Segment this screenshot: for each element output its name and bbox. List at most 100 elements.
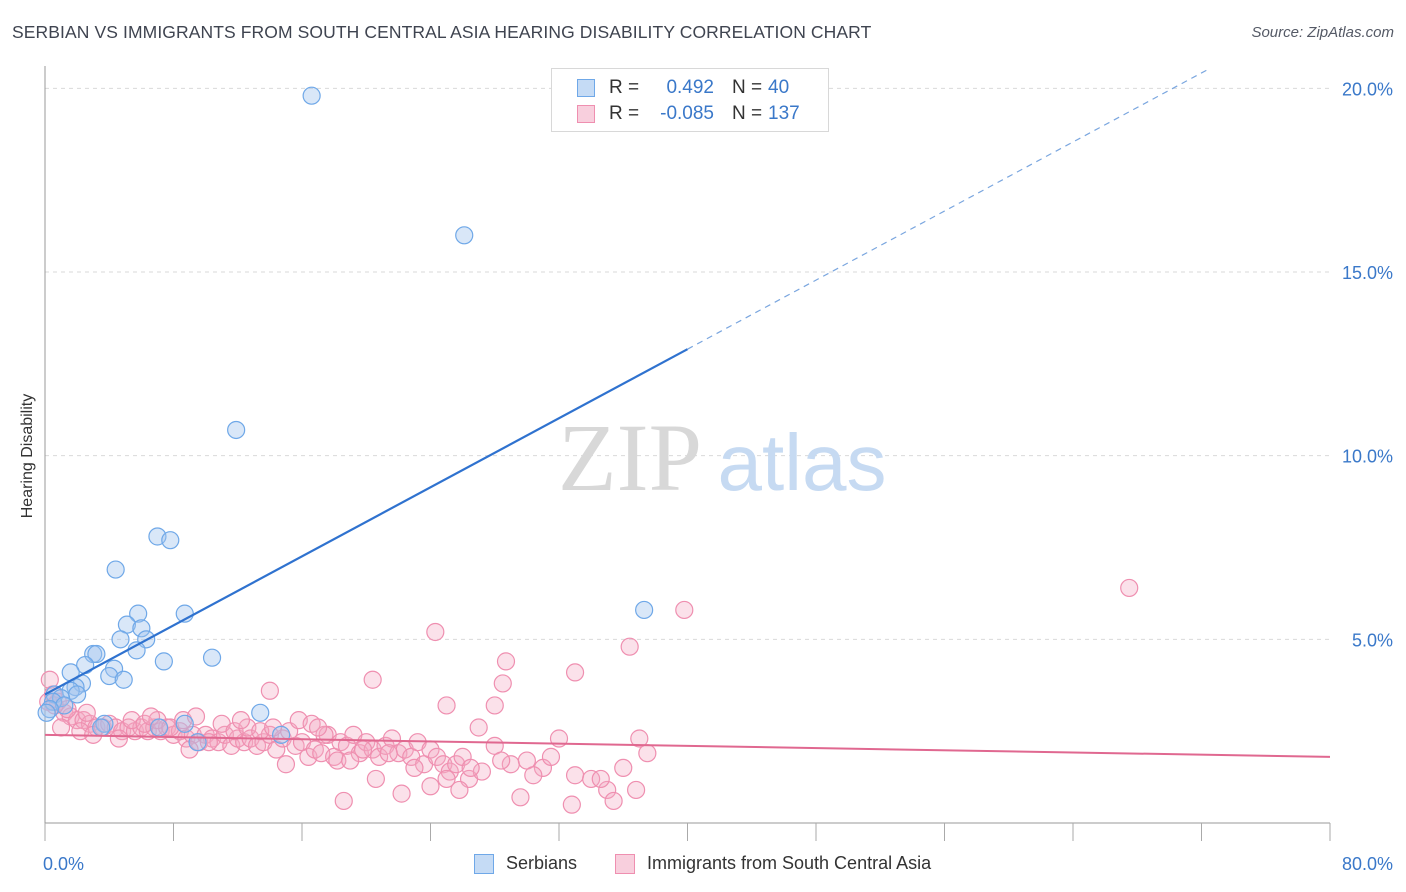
data-point-immigrants (366, 769, 385, 789)
data-point-immigrants (565, 663, 585, 682)
data-point-serbians (227, 420, 246, 440)
x-tick-label: 80.0% (1342, 854, 1393, 874)
x-tick-label: 0.0% (43, 854, 84, 874)
data-point-immigrants (51, 718, 71, 737)
legend-r-value: -0.085 (660, 103, 714, 124)
data-point-immigrants (511, 788, 530, 807)
data-point-serbians (37, 703, 56, 722)
data-point-serbians (114, 670, 133, 689)
legend-n-value: 137 (768, 103, 800, 124)
data-point-immigrants (186, 707, 206, 726)
legend-swatch-pink (577, 105, 595, 123)
data-point-immigrants (472, 762, 491, 781)
source-label: Source: ZipAtlas.com (1251, 24, 1394, 41)
data-point-immigrants (421, 777, 440, 796)
data-point-immigrants (379, 744, 398, 763)
data-point-immigrants (77, 703, 96, 722)
data-point-serbians (251, 703, 270, 722)
data-point-serbians (272, 725, 291, 744)
data-point-immigrants (328, 751, 347, 770)
legend-swatch-pink (615, 854, 635, 874)
data-point-immigrants (231, 711, 251, 730)
data-point-serbians (161, 531, 180, 550)
y-tick-label: 10.0% (1342, 447, 1393, 467)
data-point-immigrants (341, 751, 360, 770)
data-point-immigrants (437, 696, 456, 715)
data-point-immigrants (582, 769, 601, 789)
data-point-immigrants (469, 718, 488, 737)
data-point-immigrants (363, 670, 382, 689)
data-point-serbians (132, 619, 151, 638)
legend-label: Serbians (506, 853, 578, 873)
data-point-serbians (129, 604, 148, 623)
data-point-serbians (149, 718, 169, 737)
data-point-serbians (87, 644, 106, 664)
legend-r-value: 0.492 (666, 77, 714, 98)
data-point-immigrants (109, 729, 128, 748)
data-point-serbians (106, 560, 125, 579)
data-point-immigrants (267, 740, 286, 759)
legend-r-label: R = (609, 77, 640, 98)
data-point-serbians (175, 714, 194, 733)
data-point-serbians (92, 718, 111, 737)
data-point-serbians (100, 666, 119, 686)
data-point-immigrants (370, 747, 389, 766)
data-point-immigrants (447, 755, 466, 774)
legend-n-label: N = (732, 103, 763, 124)
data-point-immigrants (626, 780, 646, 800)
data-point-immigrants (598, 780, 617, 800)
trend-line-serbians (44, 348, 689, 696)
watermark-zip: ZIP (558, 404, 702, 511)
data-point-immigrants (426, 622, 445, 642)
y-tick-label: 20.0% (1342, 79, 1393, 99)
data-point-immigrants (40, 670, 59, 689)
data-point-immigrants (260, 681, 279, 700)
data-point-serbians (55, 696, 74, 715)
data-point-immigrants (565, 766, 585, 785)
pink-series (39, 578, 1139, 814)
data-point-immigrants (405, 758, 424, 778)
data-point-immigrants (614, 758, 633, 778)
data-point-immigrants (1120, 578, 1139, 598)
legend-n-label: N = (732, 77, 763, 98)
legend-swatch-blue (474, 854, 494, 874)
data-point-immigrants (591, 769, 610, 789)
data-point-immigrants (461, 758, 480, 778)
data-point-immigrants (276, 755, 296, 774)
data-point-serbians (302, 86, 321, 105)
data-point-immigrants (392, 784, 411, 803)
data-point-immigrants (675, 600, 694, 620)
data-point-serbians (188, 733, 207, 752)
data-point-immigrants (434, 755, 453, 774)
data-point-immigrants (437, 769, 456, 789)
data-point-immigrants (604, 791, 623, 811)
data-point-immigrants (496, 652, 516, 671)
y-tick-label: 5.0% (1352, 630, 1393, 650)
tick-labels: 5.0% 10.0% 15.0% 20.0% 0.0% 80.0% (43, 79, 1393, 874)
legend-swatch-blue (577, 79, 595, 97)
trend-line-immigrants (44, 733, 1331, 758)
data-point-immigrants (541, 747, 561, 766)
blue-series (37, 86, 654, 752)
data-point-immigrants (562, 795, 581, 814)
data-point-immigrants (427, 747, 447, 766)
legend-label: Immigrants from South Central Asia (647, 853, 932, 873)
data-point-immigrants (638, 744, 657, 763)
data-point-serbians (111, 630, 130, 649)
chart-title: SERBIAN VS IMMIGRANTS FROM SOUTH CENTRAL… (12, 22, 872, 42)
data-point-immigrants (620, 637, 639, 656)
watermark-atlas: atlas (718, 418, 887, 507)
data-point-serbians (635, 600, 654, 620)
legend-r-label: R = (609, 103, 640, 124)
data-point-immigrants (485, 696, 504, 715)
legend-n-value: 40 (768, 77, 790, 98)
grid-lines (45, 87, 1330, 640)
data-point-immigrants (493, 674, 512, 693)
legend-row-serbians: R = 0.492 N = 40 (552, 75, 828, 101)
data-point-immigrants (308, 718, 328, 737)
data-point-immigrants (353, 740, 373, 759)
legend-row-immigrants: R = -0.085 N = 137 (552, 101, 828, 127)
data-point-serbians (455, 226, 474, 245)
data-point-serbians (154, 652, 173, 671)
